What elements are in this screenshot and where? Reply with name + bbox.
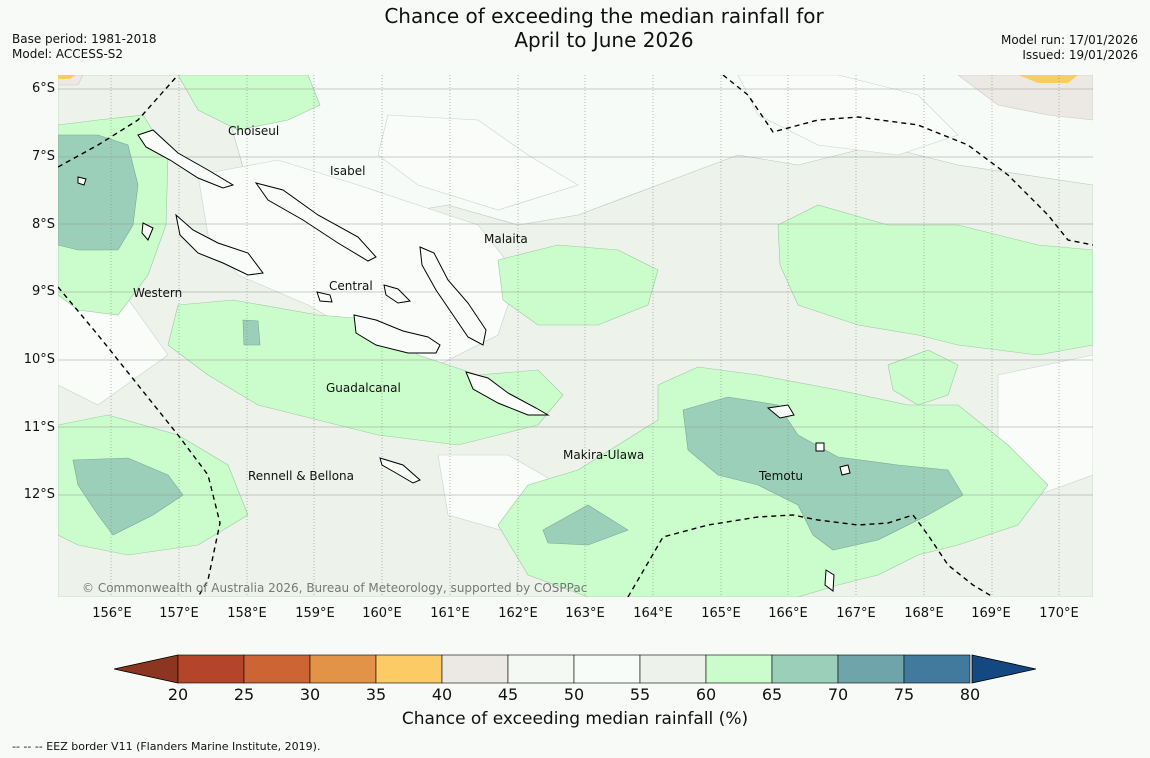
colorbar-cell-25-30 (243, 654, 311, 684)
base-period-label: Base period: 1981-2018 (12, 32, 157, 46)
lat-label-6s: 6°S (31, 81, 55, 96)
lon-label-162e: 162°E (498, 606, 538, 621)
colorbar-title: Chance of exceeding median rainfall (%) (401, 709, 749, 729)
lon-label-157e: 157°E (159, 606, 199, 621)
label-makira: Makira-Ulawa (563, 448, 644, 462)
label-isabel: Isabel (330, 164, 365, 178)
lon-label-169e: 169°E (971, 606, 1011, 621)
colorbar-cell-20-25 (177, 654, 245, 684)
lon-label-166e: 166°E (768, 606, 808, 621)
lon-label-156e: 156°E (92, 606, 132, 621)
nggela-island (383, 284, 412, 304)
colorbar-tick-30: 30 (299, 685, 321, 704)
temotu-small-island (839, 464, 851, 476)
model-label: Model: ACCESS-S2 (12, 47, 124, 61)
lon-label-170e: 170°E (1039, 606, 1079, 621)
colorbar-cell-65-70 (771, 654, 839, 684)
colorbar-tick-70: 70 (827, 685, 849, 704)
rainfall-map[interactable]: Choiseul Isabel Malaita Western Central … (58, 75, 1093, 597)
new-georgia-island (175, 213, 264, 276)
simbo-island (77, 176, 87, 186)
colorbar-cell-45-50 (507, 654, 575, 684)
colorbar-cell-55-60 (639, 654, 707, 684)
label-central: Central (329, 279, 373, 293)
lat-label-7s: 7°S (31, 149, 55, 164)
place-labels: Choiseul Isabel Malaita Western Central … (82, 124, 803, 595)
lon-label-160e: 160°E (362, 606, 402, 621)
lat-label-9s: 9°S (31, 284, 55, 299)
label-rennell: Rennell & Bellona (248, 469, 354, 483)
colorbar (114, 654, 1036, 684)
bellona-island (824, 569, 835, 592)
choiseul-island (137, 129, 235, 189)
colorbar-cell-75-80 (903, 654, 971, 684)
label-choiseul: Choiseul (228, 124, 279, 138)
colorbar-tick-55: 55 (629, 685, 651, 704)
colorbar-tick-65: 65 (761, 685, 783, 704)
lon-label-164e: 164°E (633, 606, 673, 621)
colorbar-cell-35-40 (375, 654, 443, 684)
colorbar-cell-70-75 (837, 654, 905, 684)
eez-legend-note: -- -- -- EEZ border V11 (Flanders Marine… (12, 740, 321, 753)
map-title-line2: April to June 2026 (514, 28, 694, 52)
isabel-island (254, 182, 377, 262)
lon-label-167e: 167°E (836, 606, 876, 621)
colorbar-tick-35: 35 (365, 685, 387, 704)
label-guadalcanal: Guadalcanal (326, 381, 401, 395)
colorbar-tick-60: 60 (695, 685, 717, 704)
lon-label-163e: 163°E (565, 606, 605, 621)
lat-label-8s: 8°S (31, 217, 55, 232)
colorbar-cell-30-35 (309, 654, 377, 684)
colorbar-tick-80: 80 (959, 685, 981, 704)
eez-border (58, 75, 1093, 597)
copyright-text: © Commonwealth of Australia 2026, Bureau… (82, 581, 587, 595)
rennell-island (379, 457, 421, 484)
colorbar-under-arrow (114, 654, 179, 684)
colorbar-tick-50: 50 (563, 685, 585, 704)
lon-label-159e: 159°E (295, 606, 335, 621)
lon-label-165e: 165°E (701, 606, 741, 621)
vanikoro-island (815, 442, 825, 452)
colorbar-cell-50-55 (573, 654, 641, 684)
issued-label: Issued: 19/01/2026 (1022, 48, 1138, 62)
zone-65-70 (58, 134, 964, 551)
lat-label-12s: 12°S (23, 487, 55, 502)
zone-35-40 (58, 75, 1078, 83)
russell-island (316, 291, 333, 303)
makira-island (465, 371, 550, 416)
label-malaita: Malaita (484, 232, 528, 246)
map-title-line1: Chance of exceeding the median rainfall … (384, 4, 824, 28)
colorbar-cell-60-65 (705, 654, 773, 684)
malaita-island (419, 246, 487, 346)
label-western: Western (133, 286, 182, 300)
lon-label-168e: 168°E (904, 606, 944, 621)
colorbar-cell-40-45 (441, 654, 509, 684)
colorbar-tick-20: 20 (167, 685, 189, 704)
colorbar-tick-45: 45 (497, 685, 519, 704)
label-temotu: Temotu (758, 469, 803, 483)
lat-label-11s: 11°S (23, 420, 55, 435)
coastlines (77, 129, 851, 592)
lat-label-10s: 10°S (23, 352, 55, 367)
colorbar-over-arrow (971, 654, 1036, 684)
colorbar-tick-40: 40 (431, 685, 453, 704)
colorbar-tick-25: 25 (233, 685, 255, 704)
santa-cruz-island (766, 404, 795, 419)
graticule (58, 75, 1093, 597)
colorbar-tick-75: 75 (893, 685, 915, 704)
lon-label-158e: 158°E (227, 606, 267, 621)
shortland-island (141, 222, 154, 241)
lon-label-161e: 161°E (430, 606, 470, 621)
guadalcanal-island (353, 314, 441, 354)
model-run-label: Model run: 17/01/2026 (1000, 33, 1138, 47)
